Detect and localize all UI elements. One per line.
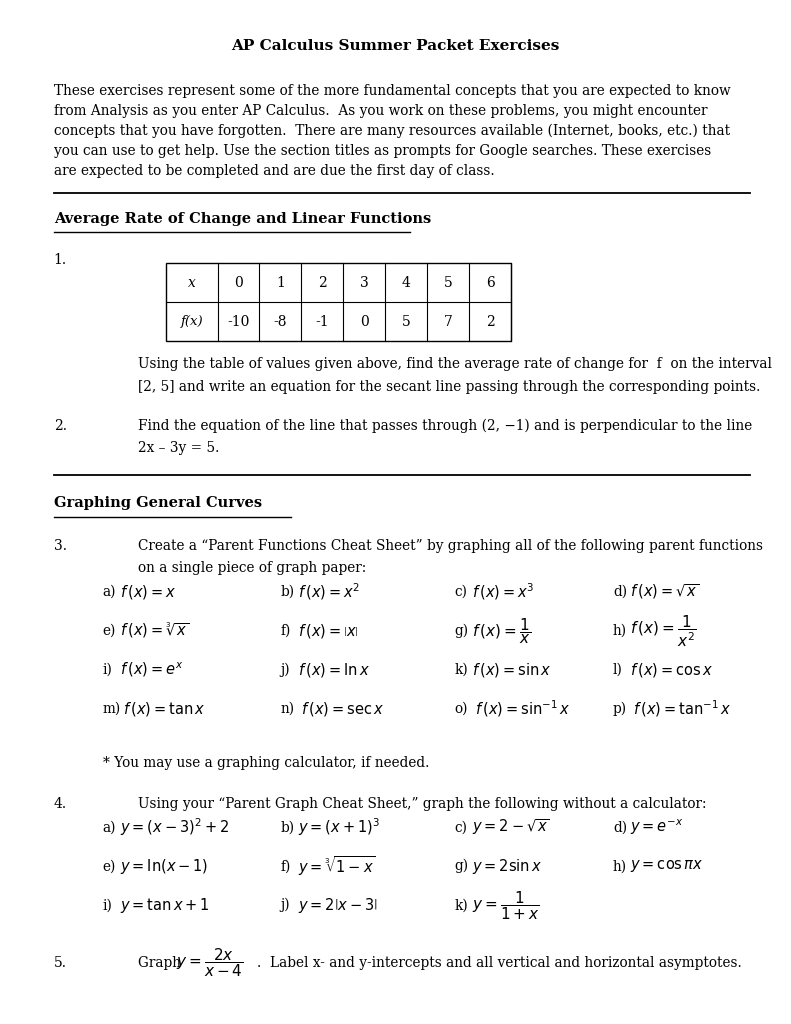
Text: g): g) [455, 624, 469, 638]
Text: $f\,(x)=\dfrac{1}{x^2}$: $f\,(x)=\dfrac{1}{x^2}$ [630, 613, 697, 648]
Text: Using the table of values given above, find the average rate of change for  f  o: Using the table of values given above, f… [138, 357, 773, 372]
Text: 4.: 4. [54, 797, 67, 811]
Text: $f\,(x)=\sin x$: $f\,(x)=\sin x$ [472, 660, 552, 679]
Text: AP Calculus Summer Packet Exercises: AP Calculus Summer Packet Exercises [231, 39, 560, 53]
Text: on a single piece of graph paper:: on a single piece of graph paper: [138, 561, 367, 575]
Text: $y=\dfrac{2x}{x-4}$: $y=\dfrac{2x}{x-4}$ [176, 946, 243, 979]
Text: $f\,(x)=\sec x$: $f\,(x)=\sec x$ [301, 699, 384, 718]
Text: m): m) [103, 701, 121, 716]
Text: Using your “Parent Graph Cheat Sheet,” graph the following without a calculator:: Using your “Parent Graph Cheat Sheet,” g… [138, 797, 707, 811]
Text: 6: 6 [486, 275, 494, 290]
Text: .  Label x- and y-intercepts and all vertical and horizontal asymptotes.: . Label x- and y-intercepts and all vert… [257, 955, 742, 970]
Text: $f\,(x)=x^3$: $f\,(x)=x^3$ [472, 582, 535, 602]
Text: i): i) [103, 663, 112, 677]
Text: Graph: Graph [138, 955, 190, 970]
Text: k): k) [455, 898, 468, 912]
Text: $y=2-\sqrt{x}$: $y=2-\sqrt{x}$ [472, 817, 550, 838]
Text: h): h) [613, 624, 627, 638]
Text: -8: -8 [274, 314, 287, 329]
Text: l): l) [613, 663, 623, 677]
Text: These exercises represent some of the more fundamental concepts that you are exp: These exercises represent some of the mo… [54, 84, 730, 98]
Text: o): o) [455, 701, 468, 716]
Text: * You may use a graphing calculator, if needed.: * You may use a graphing calculator, if … [103, 756, 430, 770]
Text: a): a) [103, 820, 116, 835]
Text: c): c) [455, 585, 467, 599]
Text: Create a “Parent Functions Cheat Sheet” by graphing all of the following parent : Create a “Parent Functions Cheat Sheet” … [138, 539, 763, 553]
Text: 5: 5 [402, 314, 411, 329]
Text: 3.: 3. [54, 539, 66, 553]
Text: $f\,(x)=\cos x$: $f\,(x)=\cos x$ [630, 660, 713, 679]
Text: k): k) [455, 663, 468, 677]
Text: f): f) [281, 859, 291, 873]
Text: p): p) [613, 701, 627, 716]
Text: c): c) [455, 820, 467, 835]
Text: 3: 3 [360, 275, 369, 290]
Text: $y=e^{-x}$: $y=e^{-x}$ [630, 817, 684, 838]
Text: n): n) [281, 701, 295, 716]
Text: 4: 4 [402, 275, 411, 290]
Text: a): a) [103, 585, 116, 599]
Text: are expected to be completed and are due the first day of class.: are expected to be completed and are due… [54, 164, 494, 178]
Text: $f\,(x)=\dfrac{1}{x}$: $f\,(x)=\dfrac{1}{x}$ [472, 615, 532, 646]
Text: $f\,(x)=\sin^{-1}x$: $f\,(x)=\sin^{-1}x$ [475, 698, 570, 719]
Text: 0: 0 [360, 314, 369, 329]
Text: 5: 5 [444, 275, 452, 290]
Text: $y=\tan x+1$: $y=\tan x+1$ [120, 896, 210, 914]
Text: 1.: 1. [54, 253, 67, 267]
Text: x: x [188, 275, 195, 290]
Text: 5.: 5. [54, 955, 66, 970]
Text: 7: 7 [444, 314, 452, 329]
Text: 0: 0 [234, 275, 243, 290]
Text: d): d) [613, 585, 627, 599]
Text: you can use to get help. Use the section titles as prompts for Google searches. : you can use to get help. Use the section… [54, 143, 711, 158]
Text: 2: 2 [486, 314, 494, 329]
Text: $f\,(x)=\sqrt{x}$: $f\,(x)=\sqrt{x}$ [630, 583, 699, 601]
Text: $y=\sqrt[3]{1-x}$: $y=\sqrt[3]{1-x}$ [298, 854, 376, 879]
Text: Graphing General Curves: Graphing General Curves [54, 496, 262, 510]
Text: from Analysis as you enter AP Calculus.  As you work on these problems, you migh: from Analysis as you enter AP Calculus. … [54, 103, 707, 118]
Text: d): d) [613, 820, 627, 835]
Text: -1: -1 [316, 314, 329, 329]
Text: e): e) [103, 624, 116, 638]
Text: $f\,(x)=\tan^{-1}x$: $f\,(x)=\tan^{-1}x$ [633, 698, 731, 719]
Text: b): b) [281, 820, 295, 835]
Text: 2: 2 [318, 275, 327, 290]
Text: $y=(x-3)^2+2$: $y=(x-3)^2+2$ [120, 816, 229, 839]
Text: g): g) [455, 859, 469, 873]
Text: $y=(x+1)^3$: $y=(x+1)^3$ [298, 816, 380, 839]
Text: $f\,(x)=\sqrt[3]{x}$: $f\,(x)=\sqrt[3]{x}$ [120, 622, 189, 640]
Text: $f\,(x)=\ln x$: $f\,(x)=\ln x$ [298, 660, 370, 679]
Text: f(x): f(x) [180, 315, 203, 328]
Text: [2, 5] and write an equation for the secant line passing through the correspondi: [2, 5] and write an equation for the sec… [138, 380, 761, 394]
Text: $y=2\left|x-3\right|$: $y=2\left|x-3\right|$ [298, 896, 378, 914]
Text: 2.: 2. [54, 419, 66, 433]
Text: 1: 1 [276, 275, 285, 290]
Text: $y=\cos\pi x$: $y=\cos\pi x$ [630, 858, 704, 874]
Text: i): i) [103, 898, 112, 912]
Text: b): b) [281, 585, 295, 599]
Text: $y=\dfrac{1}{1+x}$: $y=\dfrac{1}{1+x}$ [472, 889, 540, 922]
Text: $f\,(x)=x$: $f\,(x)=x$ [120, 583, 176, 601]
Text: -10: -10 [227, 314, 250, 329]
Text: Find the equation of the line that passes through (2, −1) and is perpendicular t: Find the equation of the line that passe… [138, 419, 753, 433]
Text: $f\,(x)=\left|x\right|$: $f\,(x)=\left|x\right|$ [298, 622, 359, 640]
Text: $y=2\sin x$: $y=2\sin x$ [472, 857, 543, 876]
Text: concepts that you have forgotten.  There are many resources available (Internet,: concepts that you have forgotten. There … [54, 124, 730, 138]
Bar [166, 263, 511, 341]
Text: $y=\ln(x-1)$: $y=\ln(x-1)$ [120, 857, 209, 876]
Text: j): j) [281, 663, 290, 677]
Text: $f\,(x)=e^x$: $f\,(x)=e^x$ [120, 660, 184, 679]
Text: f): f) [281, 624, 291, 638]
Text: 2x – 3y = 5.: 2x – 3y = 5. [138, 441, 220, 456]
Text: j): j) [281, 898, 290, 912]
Text: $f\,(x)=\tan x$: $f\,(x)=\tan x$ [123, 699, 206, 718]
Text: h): h) [613, 859, 627, 873]
Text: $f\,(x)=x^2$: $f\,(x)=x^2$ [298, 582, 361, 602]
Text: e): e) [103, 859, 116, 873]
Text: Average Rate of Change and Linear Functions: Average Rate of Change and Linear Functi… [54, 212, 431, 226]
